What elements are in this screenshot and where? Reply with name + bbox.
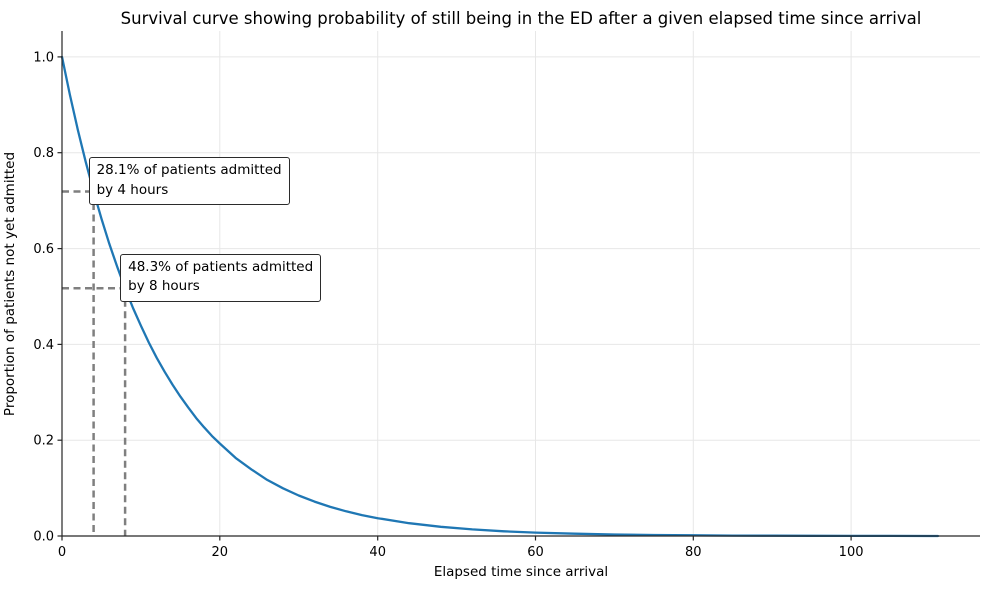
x-tick-label: 0 xyxy=(58,545,66,560)
y-tick-label: 1.0 xyxy=(33,50,54,65)
annotation-box-4-hours: 28.1% of patients admitted by 4 hours xyxy=(88,157,290,206)
annotation-box-8-hours: 48.3% of patients admitted by 8 hours xyxy=(120,253,322,302)
x-tick-label: 80 xyxy=(685,545,702,560)
chart-title: Survival curve showing probability of st… xyxy=(120,9,922,28)
x-tick-label: 100 xyxy=(839,545,864,560)
x-tick-label: 20 xyxy=(212,545,229,560)
y-axis-label: Proportion of patients not yet admitted xyxy=(2,151,18,417)
y-tick-label: 0.4 xyxy=(33,338,54,353)
x-tick-label: 60 xyxy=(527,545,544,560)
x-axis-label: Elapsed time since arrival xyxy=(433,564,609,580)
x-tick-label: 40 xyxy=(369,545,386,560)
y-tick-label: 0.8 xyxy=(33,146,54,161)
y-tick-label: 0.6 xyxy=(33,242,54,257)
y-tick-label: 0.2 xyxy=(33,434,54,449)
y-tick-label: 0.0 xyxy=(33,530,54,545)
